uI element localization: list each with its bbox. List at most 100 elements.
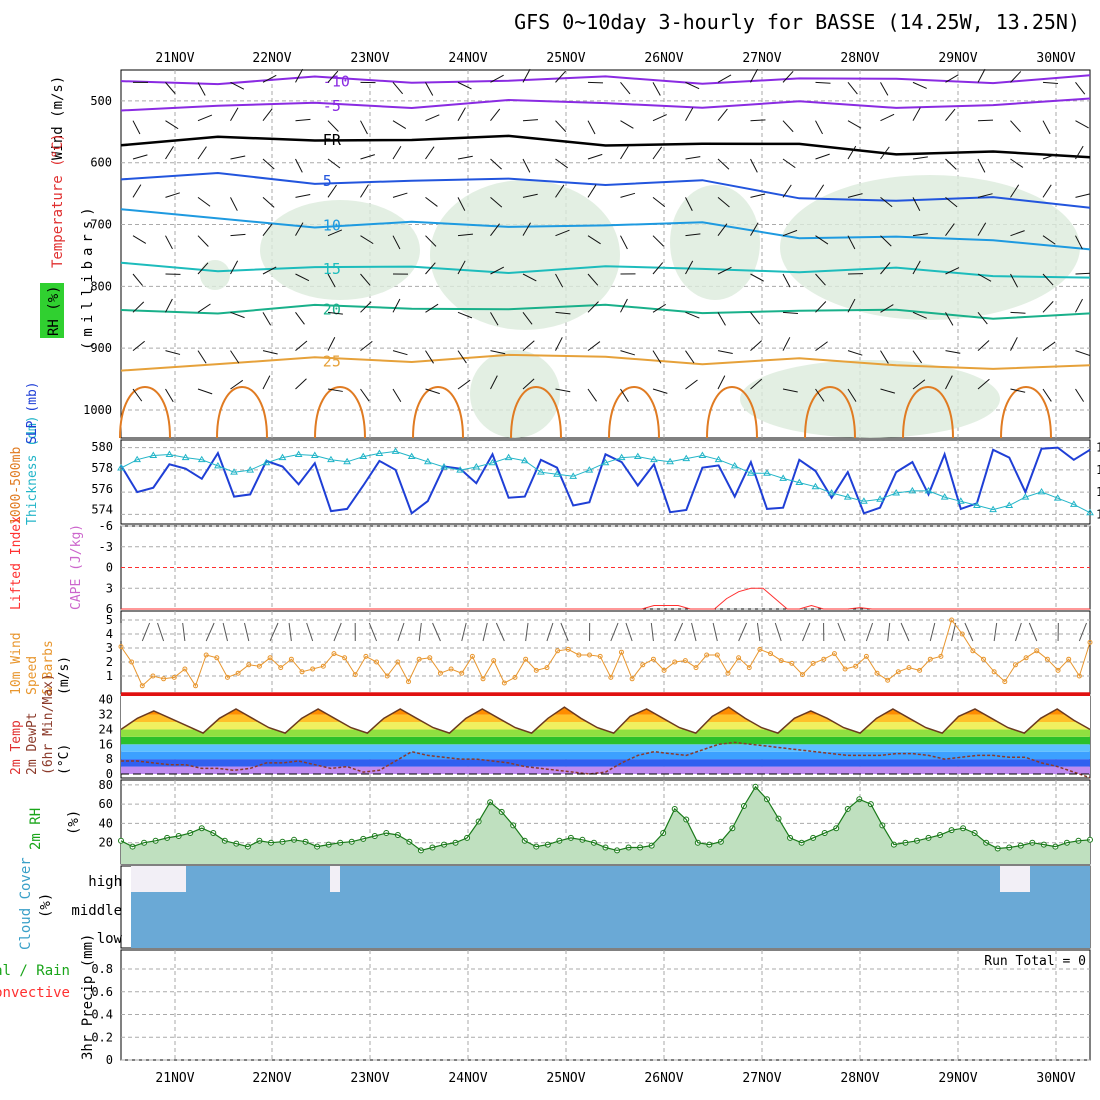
wind-point <box>448 666 454 672</box>
wind-barb <box>295 312 305 325</box>
surface-wind-barb <box>887 622 891 642</box>
wind-barb <box>977 378 990 390</box>
wind-barb <box>1010 311 1026 314</box>
wind-barb <box>587 235 601 245</box>
wind-barb <box>197 350 207 364</box>
wind-barb <box>1042 273 1054 286</box>
wind-speed-line <box>120 618 1091 687</box>
wind-barb <box>815 388 825 402</box>
wind-point <box>523 656 529 662</box>
wind-barb <box>815 341 828 352</box>
wind-tick: 3 <box>106 641 113 655</box>
isotherm--5 <box>120 97 1091 112</box>
wind-barb <box>945 108 956 122</box>
wind-barb <box>262 223 273 236</box>
wind-barb <box>652 303 666 313</box>
isotherm-loop <box>314 386 366 439</box>
wind-barb <box>457 350 467 364</box>
wind-barb <box>1075 298 1083 313</box>
surface-wind-barb <box>205 622 215 642</box>
surface-wind-barb <box>157 622 165 642</box>
wind-barb <box>750 68 758 83</box>
wind-barb <box>165 350 181 355</box>
wind-barb <box>945 158 957 170</box>
wind-barb <box>912 350 923 364</box>
wind-barb <box>620 82 631 95</box>
wind-barb <box>295 118 311 122</box>
isotherm-label: 10 <box>323 217 341 235</box>
wind-barb <box>815 184 825 198</box>
wind-barb <box>295 222 304 236</box>
isotherm-label: -10 <box>323 73 350 91</box>
surface-wind-barb <box>244 622 250 642</box>
wind-barb <box>230 197 238 211</box>
wind-barb <box>457 233 473 237</box>
isotherm-15 <box>120 261 1091 279</box>
wind-point <box>693 665 699 671</box>
rh-shade <box>780 175 1080 320</box>
wind-barb <box>360 184 369 198</box>
top-day-label: 27NOV <box>742 51 781 66</box>
wind-barb <box>750 340 763 352</box>
wind-barb <box>490 158 502 170</box>
wind-barb <box>1042 184 1052 198</box>
wind-barb <box>977 119 994 122</box>
surface-wind-barb <box>306 622 314 642</box>
wind-barb <box>327 229 343 237</box>
wind-point <box>480 676 486 682</box>
precip-tick: 0 <box>106 1053 113 1067</box>
surface-wind-barb <box>1078 622 1087 642</box>
wind-barb <box>425 235 437 247</box>
surface-wind-barb <box>1028 622 1038 642</box>
wind-point <box>768 651 774 657</box>
wind-barb <box>327 120 339 132</box>
wind-barb <box>880 304 894 313</box>
wind-barb <box>197 146 207 160</box>
temp-color-band <box>121 759 1090 767</box>
wind-barb <box>490 108 501 121</box>
thickness-marker <box>504 453 513 461</box>
wind-barb <box>977 68 986 83</box>
wind-barb <box>847 145 857 160</box>
cloud-fill <box>131 866 1090 948</box>
surface-wind-barb <box>269 622 279 642</box>
wind-barb <box>132 301 145 313</box>
wind-point <box>512 674 518 680</box>
wind-point <box>182 666 188 672</box>
surface-wind-barb <box>929 622 936 642</box>
wind-point <box>1023 655 1029 661</box>
bottom-day-label: 24NOV <box>448 1071 487 1086</box>
wind-barb <box>717 266 732 275</box>
surface-wind-barb <box>837 622 846 642</box>
wind-barb <box>685 260 694 275</box>
wind-point <box>320 663 326 669</box>
thickness-marker <box>391 447 400 454</box>
panel-frame-slp <box>120 439 1091 525</box>
surface-wind-barb <box>560 622 569 642</box>
wind-barb <box>717 375 726 390</box>
isotherm-loop <box>608 386 660 439</box>
wind-barb <box>1042 301 1054 313</box>
isotherm-loop <box>902 386 954 439</box>
wind-barb <box>295 193 311 198</box>
wind-barb <box>392 192 408 198</box>
panel-frame-wind <box>120 610 1091 695</box>
wind-barb <box>132 120 141 135</box>
wind-barb <box>490 74 504 83</box>
wind-barb <box>717 158 730 170</box>
wind-barb <box>262 350 278 355</box>
wind-barb <box>457 197 466 211</box>
isotherm-loop <box>804 386 856 439</box>
wind-barb <box>945 350 961 354</box>
wind-barb <box>490 312 499 326</box>
wind-barb <box>262 196 275 208</box>
rh-shade <box>670 185 760 300</box>
wind-barb <box>230 350 240 364</box>
wind-barb <box>230 155 246 160</box>
wind-barb <box>847 388 857 402</box>
wind-barb <box>262 74 277 83</box>
wind-barb <box>132 154 148 160</box>
wind-barb <box>522 68 531 83</box>
isotherm-loop <box>1000 386 1052 439</box>
slp-tick: 1012 <box>1096 463 1100 477</box>
